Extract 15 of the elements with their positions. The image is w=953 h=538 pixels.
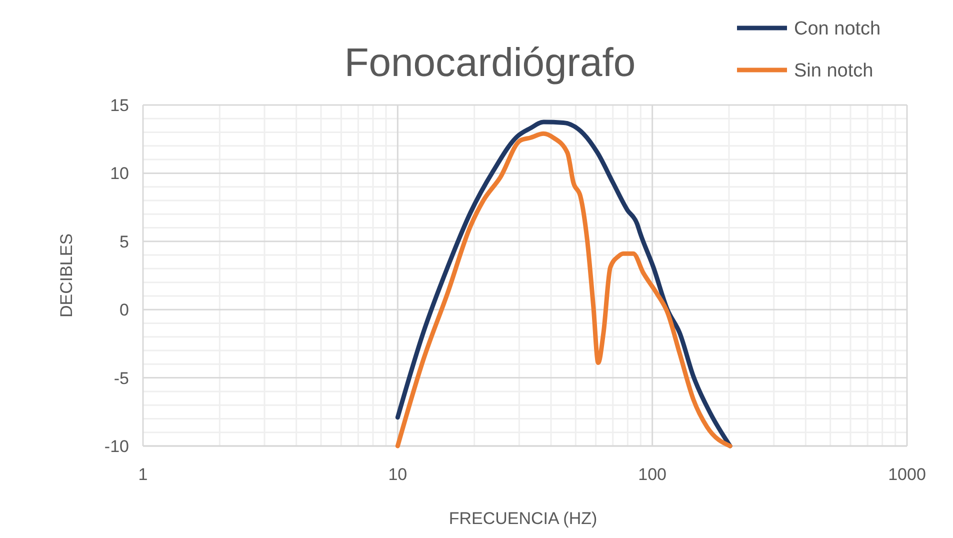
x-tick-label: 1000 xyxy=(888,465,926,484)
x-tick-label: 100 xyxy=(638,465,667,484)
legend-label: Sin notch xyxy=(794,60,874,82)
x-axis-title: FRECUENCIA (HZ) xyxy=(448,509,598,528)
x-tick-label: 1 xyxy=(138,465,148,484)
y-tick-label: -10 xyxy=(104,436,129,456)
legend-label: Con notch xyxy=(794,18,881,40)
y-tick-label: 0 xyxy=(120,300,129,320)
y-axis-title: DECIBLES xyxy=(57,233,76,318)
y-tick-label: 10 xyxy=(110,164,129,184)
chart-title: Fonocardiógrafo xyxy=(344,41,636,85)
y-tick-label: -5 xyxy=(114,368,129,388)
x-tick-label: 10 xyxy=(388,465,408,484)
y-tick-label: 5 xyxy=(120,232,129,252)
y-tick-label: 15 xyxy=(110,96,129,115)
